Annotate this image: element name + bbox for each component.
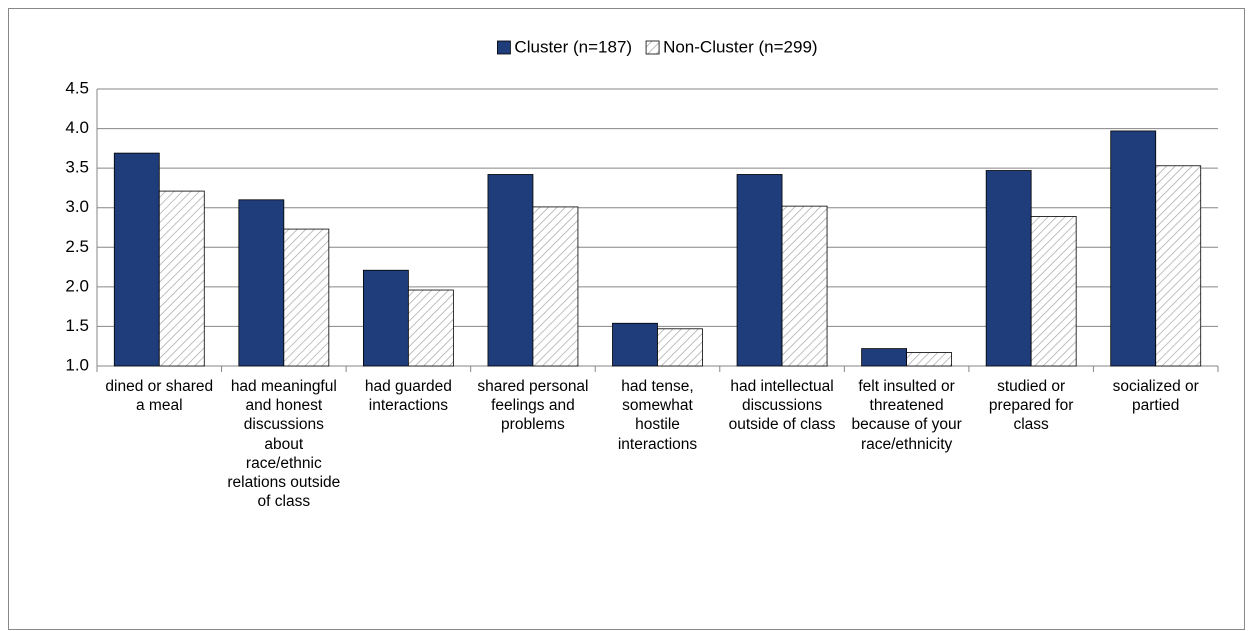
x-tick-label: had intellectual discussions outside of … [728, 378, 836, 434]
y-tick-label: 3.0 [65, 197, 89, 216]
bar [283, 228, 330, 367]
legend-swatch [645, 40, 660, 55]
bar [1155, 165, 1202, 367]
x-tick-label: had guarded interactions [364, 378, 452, 415]
bar [532, 206, 579, 367]
x-tick-label: had tense, somewhat hostile interactions [617, 378, 698, 453]
bar [487, 174, 534, 367]
x-tick-label: socialized or partied [1112, 378, 1199, 415]
bar [657, 328, 703, 367]
bar [113, 152, 160, 367]
bar [1110, 130, 1157, 367]
legend-label: Cluster (n=187) [514, 37, 632, 56]
y-tick-label: 4.5 [65, 78, 89, 97]
y-tick-label: 4.0 [65, 118, 89, 137]
x-tick-label: shared personal feelings and problems [477, 378, 589, 434]
legend-label: Non-Cluster (n=299) [663, 37, 818, 56]
y-tick-label: 3.5 [65, 158, 89, 177]
y-tick-label: 2.0 [65, 276, 89, 295]
bar [906, 352, 953, 367]
bar [238, 199, 285, 367]
y-tick-label: 2.5 [65, 237, 89, 256]
bar [736, 174, 783, 367]
bar [158, 190, 205, 367]
y-tick-label: 1.5 [65, 316, 89, 335]
x-tick-label: had meaningful and honest discussions ab… [227, 378, 341, 511]
x-tick-label: studied or prepared for class [988, 378, 1074, 434]
bar [781, 205, 828, 367]
bar [985, 170, 1032, 367]
y-tick-label: 1.0 [65, 355, 89, 374]
bar [861, 348, 908, 367]
x-tick-label: felt insulted or threatened because of y… [851, 378, 962, 453]
bar [362, 269, 409, 367]
x-tick-label: dined or shared a meal [105, 378, 214, 415]
bar [1030, 216, 1077, 367]
bar [407, 289, 454, 367]
legend: Cluster (n=187) Non-Cluster (n=299) [497, 37, 818, 56]
bar [612, 322, 658, 367]
legend-swatch [497, 40, 511, 55]
